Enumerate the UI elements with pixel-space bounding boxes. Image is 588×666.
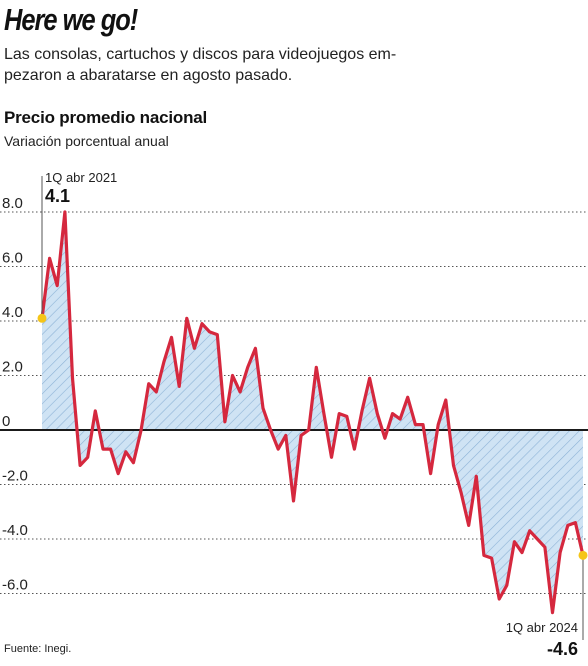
y-tick-label: -4.0 [2,522,28,539]
y-tick-label: 6.0 [2,250,23,267]
y-tick-label: 4.0 [2,304,23,321]
end-date-label: 1Q abr 2024 [506,620,578,635]
y-tick-label: -2.0 [2,468,28,485]
headline: Here we go! [4,2,138,37]
series-line [40,210,585,615]
start-marker [37,313,47,323]
end-marker [578,550,588,560]
y-tick-label: 8.0 [2,195,23,212]
y-axis-labels: 8.0 6.0 4.0 2.0 0 -2.0 -4.0 -6.0 [2,195,28,594]
start-date-label: 1Q abr 2021 [45,170,117,185]
y-tick-label: -6.0 [2,577,28,594]
deck-text: Las consolas, cartuchos y discos para vi… [4,46,397,84]
y-tick-label: 2.0 [2,359,23,376]
chart-title: Precio promedio nacional [4,108,208,127]
area-fill [42,212,583,613]
chart-subtitle: Variación porcentual anual [4,133,169,149]
source-note: Fuente: Inegi. [4,643,72,655]
start-value-label: 4.1 [45,186,70,206]
y-tick-label: 0 [2,413,10,430]
end-value-label: -4.6 [547,639,578,659]
